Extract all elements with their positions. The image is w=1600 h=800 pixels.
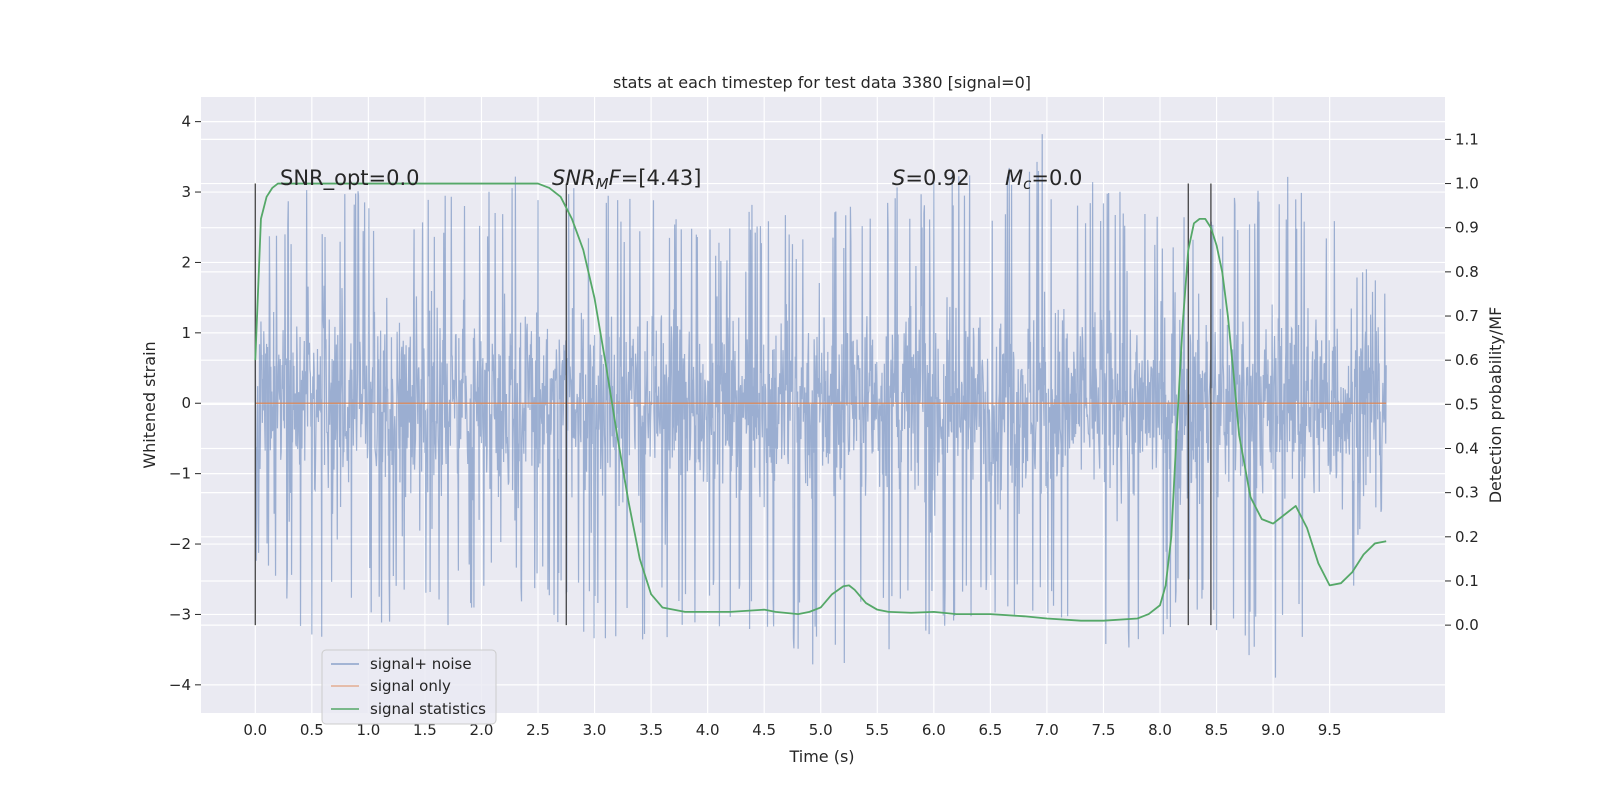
y2-tick-label: 1.1 xyxy=(1455,130,1479,148)
y2-axis-label: Detection probability/MF xyxy=(1486,307,1505,504)
x-tick-label: 3.5 xyxy=(639,721,663,739)
series-signal-statistics xyxy=(254,182,1387,622)
y-tick-label: 4 xyxy=(181,113,191,131)
annotation-snr-mf-sub: M xyxy=(596,175,609,193)
annotation-snr-mf: SNRMF=[4.43] xyxy=(552,166,701,193)
x-tick-label: 8.0 xyxy=(1148,721,1172,739)
y2-tick-label: 0.0 xyxy=(1455,616,1479,634)
y2-tick-label: 0.4 xyxy=(1455,439,1479,457)
y2-tick-label: 0.9 xyxy=(1455,219,1479,237)
legend: signal+ noise signal only signal statist… xyxy=(321,649,497,725)
y-tick-label: −2 xyxy=(169,535,191,553)
x-axis-label: Time (s) xyxy=(788,747,854,766)
x-tick-label: 0.0 xyxy=(243,721,267,739)
x-tick-label: 6.5 xyxy=(978,721,1002,739)
x-tick-label: 1.0 xyxy=(356,721,380,739)
y2-tick-label: 0.8 xyxy=(1455,263,1479,281)
y-tick-label: 1 xyxy=(181,324,191,342)
annotation-snr-opt: SNR_opt=0.0 xyxy=(280,166,420,191)
legend-box xyxy=(321,649,497,725)
y2-tick-label: 0.3 xyxy=(1455,484,1479,502)
y-axis-ticks: 4 3 2 1 0 −1 −2 −3 −4 xyxy=(169,113,201,694)
annotation-snr-mf-tail: F xyxy=(609,166,622,190)
x-tick-label: 0.5 xyxy=(300,721,324,739)
annotation-s: S=0.92 xyxy=(892,166,970,190)
chart-title: stats at each timestep for test data 338… xyxy=(613,73,1031,92)
y2-tick-label: 1.0 xyxy=(1455,175,1479,193)
y-tick-label: −1 xyxy=(169,465,191,483)
x-tick-label: 4.0 xyxy=(696,721,720,739)
annotation-mc-italic: M xyxy=(1005,166,1023,190)
y-axis-label: Whitened strain xyxy=(140,341,159,468)
y2-tick-label: 0.6 xyxy=(1455,351,1479,369)
y-tick-label: 0 xyxy=(181,394,191,412)
y2-tick-label: 0.7 xyxy=(1455,307,1479,325)
x-axis-ticks: 0.0 0.5 1.0 1.5 2.0 2.5 3.0 3.5 4.0 4.5 5.0 5.5 6.0 6… xyxy=(243,721,1341,739)
x-tick-label: 2.5 xyxy=(526,721,550,739)
y-tick-label: 3 xyxy=(181,183,191,201)
y2-tick-label: 0.1 xyxy=(1455,572,1479,590)
y-tick-label: −3 xyxy=(169,605,191,623)
annotation-mc-sub: c xyxy=(1023,175,1032,193)
annotation-s-italic: S xyxy=(892,166,905,190)
x-tick-label: 5.0 xyxy=(809,721,833,739)
y-tick-label: −4 xyxy=(169,676,191,694)
legend-label-signal-statistics: signal statistics xyxy=(370,700,486,718)
annotation-snr-mf-value: =[4.43] xyxy=(621,166,702,190)
series-signal-plus-noise xyxy=(254,134,1387,678)
x-tick-label: 5.5 xyxy=(865,721,889,739)
x-tick-label: 7.0 xyxy=(1035,721,1059,739)
annotation-mc: Mc=0.0 xyxy=(1005,166,1082,193)
y-tick-label: 2 xyxy=(181,253,191,271)
annotation-snr-mf-italic: SNR xyxy=(552,166,596,190)
x-tick-label: 8.5 xyxy=(1205,721,1229,739)
signal-statistics-line xyxy=(254,182,1387,622)
x-tick-label: 7.5 xyxy=(1092,721,1116,739)
x-tick-label: 4.5 xyxy=(752,721,776,739)
annotation-mc-value: =0.0 xyxy=(1031,166,1082,190)
y2-axis-ticks: 1.1 1.0 0.9 0.8 0.7 0.6 0.5 0.4 0.3 0.2 0.1 0.0 xyxy=(1445,130,1479,634)
legend-label-signal-plus-noise: signal+ noise xyxy=(370,655,472,673)
x-tick-label: 2.0 xyxy=(470,721,494,739)
annotation-s-value: =0.92 xyxy=(905,166,969,190)
y2-tick-label: 0.5 xyxy=(1455,395,1479,413)
y2-tick-label: 0.2 xyxy=(1455,528,1479,546)
legend-label-signal-only: signal only xyxy=(370,677,451,695)
x-tick-label: 3.0 xyxy=(583,721,607,739)
x-tick-label: 6.0 xyxy=(922,721,946,739)
x-tick-label: 1.5 xyxy=(413,721,437,739)
x-tick-label: 9.0 xyxy=(1261,721,1285,739)
x-tick-label: 9.5 xyxy=(1318,721,1342,739)
signal-plus-noise-line xyxy=(254,134,1387,678)
